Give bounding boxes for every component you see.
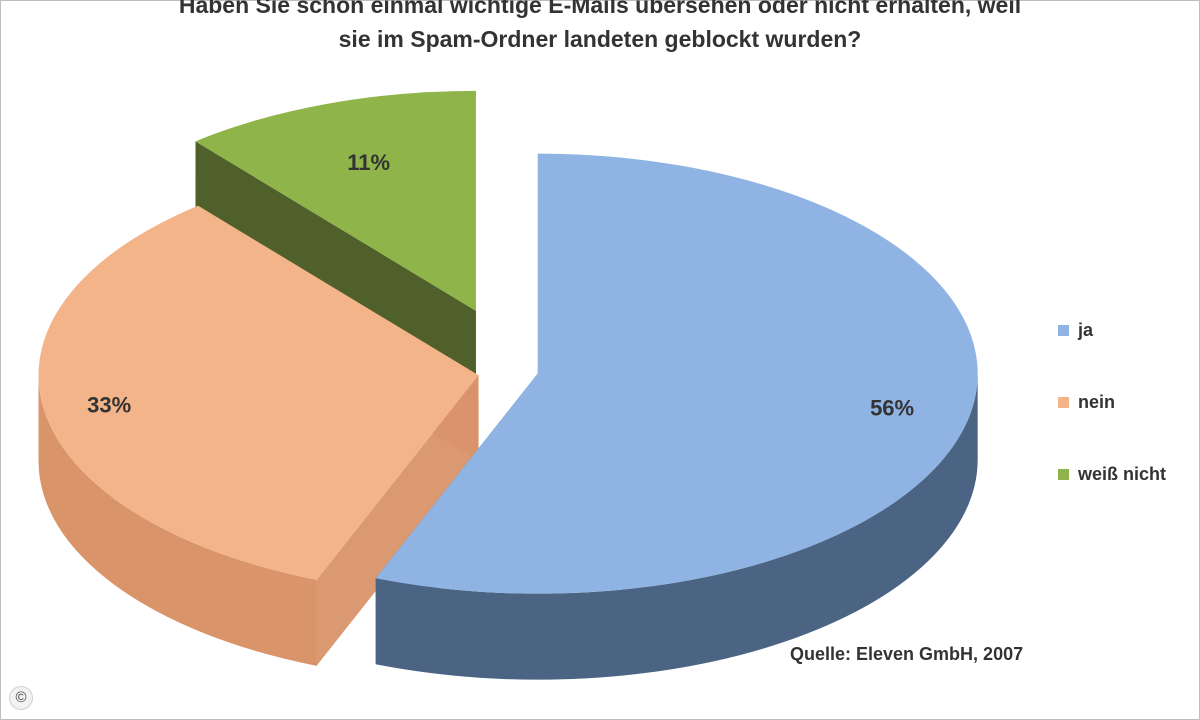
slice-ja [375,153,978,594]
legend-item-weiss-nicht: weiß nicht [1058,462,1166,486]
copyright-icon: © [9,686,33,710]
slice-side-ja-0 [375,373,978,680]
chart-title-line-2: sie im Spam-Ordner landeten geblockt wur… [338,26,862,52]
source-note: Quelle: Eleven GmbH, 2007 [790,644,1024,664]
chart-title-line-1: Haben Sie schon einmal wichtige E-Mails … [178,0,1022,18]
legend-item-nein: nein [1058,390,1166,414]
legend-label-ja: ja [1078,319,1094,340]
legend-swatch-nein [1058,396,1069,408]
chart-legend: ja nein weiß nicht [1058,318,1166,534]
chart-title: Haben Sie schon einmal wichtige E-Mails … [0,0,1200,56]
data-label-ja: 56% [870,395,914,420]
data-label-nein: 33% [87,393,131,418]
slice-wall-nein-0 [316,375,479,666]
legend-swatch-ja [1058,324,1069,336]
data-label-weiss-nicht: 11% [347,150,390,175]
legend-item-ja: ja [1058,318,1166,342]
slice-weiss-nicht [195,90,476,311]
slice-nein [38,205,479,580]
legend-label-weiss-nicht: weiß nicht [1078,463,1167,484]
slice-side-nein-0 [38,375,317,666]
legend-swatch-weiss-nicht [1058,468,1069,480]
legend-label-nein: nein [1078,391,1116,412]
